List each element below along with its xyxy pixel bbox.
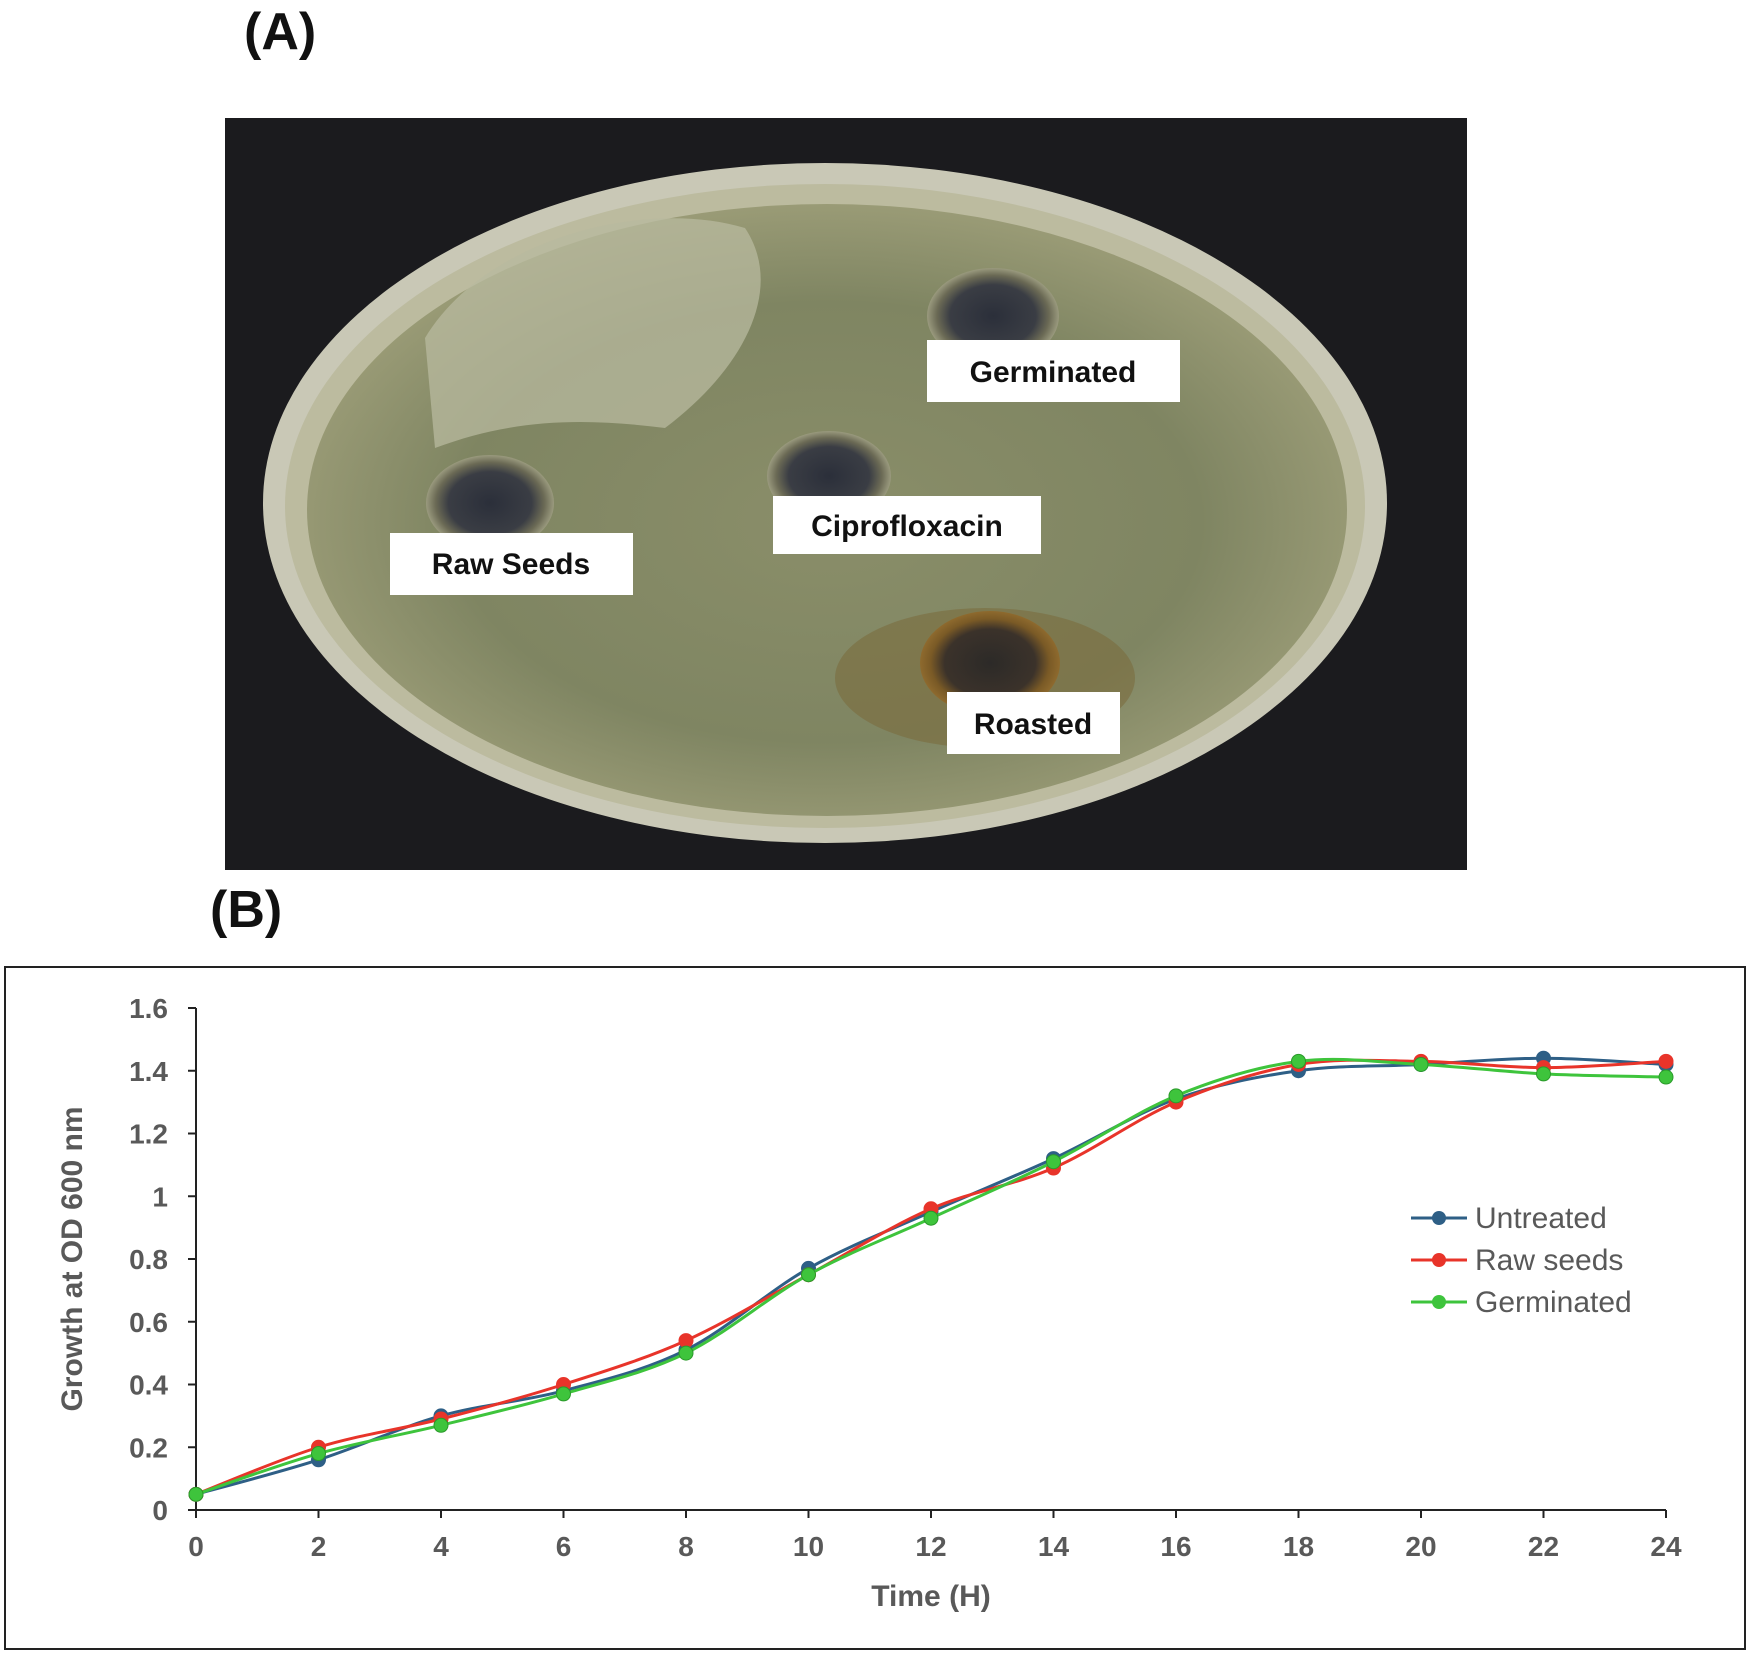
photo-label-ciprofloxacin-text: Ciprofloxacin — [811, 510, 1003, 543]
photo-label-germinated: Germinated — [927, 340, 1180, 402]
growth-chart-frame: 0 2 4 6 8 10 12 14 16 18 20 22 24 0 0.2 0.4 0.6 0.8 1 1.2 1.… — [4, 966, 1746, 1650]
y-tick-label: 1.4 — [129, 1056, 168, 1087]
y-tick-label: 1.2 — [129, 1119, 168, 1150]
photo-label-raw-seeds: Raw Seeds — [390, 533, 633, 595]
data-point-germinated — [311, 1446, 326, 1462]
data-point-raw-seeds — [1658, 1053, 1674, 1069]
series-germinated — [188, 1053, 1674, 1502]
y-tick-label: 1 — [152, 1181, 168, 1212]
series-line-raw-seeds — [195, 1058, 1667, 1496]
series-untreated — [188, 1050, 1674, 1502]
y-axis-title: Growth at OD 600 nm — [56, 1106, 89, 1411]
bacterial-lawn-patch — [425, 218, 761, 448]
x-tick-label: 14 — [1038, 1531, 1070, 1562]
series-raw-seeds — [188, 1053, 1674, 1502]
chart-series-layer — [188, 1050, 1674, 1502]
x-tick-label: 4 — [433, 1531, 449, 1562]
data-point-germinated — [433, 1417, 449, 1433]
petri-dish-photo: Germinated Ciprofloxacin Raw Seeds Roast… — [225, 118, 1467, 870]
legend-swatch-marker — [1432, 1211, 1446, 1225]
data-point-germinated — [1658, 1069, 1674, 1085]
legend-item-raw-seeds: Raw seeds — [1411, 1244, 1623, 1277]
x-tick-label: 18 — [1283, 1531, 1314, 1562]
legend-swatch-marker — [1432, 1295, 1446, 1309]
y-tick-label: 0 — [152, 1495, 168, 1526]
legend-label: Untreated — [1475, 1202, 1607, 1235]
x-axis-title: Time (H) — [871, 1580, 990, 1613]
data-point-germinated — [1168, 1088, 1184, 1104]
data-point-germinated — [556, 1386, 571, 1402]
photo-label-roasted-text: Roasted — [974, 708, 1092, 741]
photo-label-raw-seeds-text: Raw Seeds — [432, 548, 590, 581]
photo-label-ciprofloxacin: Ciprofloxacin — [773, 496, 1041, 554]
chart-legend: Untreated Raw seeds Germinated — [1411, 1202, 1632, 1319]
y-tick-label: 0.4 — [129, 1370, 168, 1401]
x-tick-label: 24 — [1650, 1531, 1682, 1562]
photo-label-roasted: Roasted — [947, 692, 1120, 754]
panel-a-label: (A) — [244, 3, 317, 61]
y-tick-label: 1.6 — [129, 993, 168, 1024]
series-line-untreated — [195, 1056, 1667, 1496]
panel-b-label: (B) — [210, 881, 283, 939]
x-tick-label: 12 — [915, 1531, 946, 1562]
data-point-germinated — [188, 1486, 204, 1502]
photo-label-germinated-text: Germinated — [970, 356, 1137, 389]
data-point-germinated — [1536, 1066, 1551, 1082]
legend-item-germinated: Germinated — [1411, 1286, 1632, 1319]
growth-chart: 0 2 4 6 8 10 12 14 16 18 20 22 2400.20.40.60.811.21.… — [56, 993, 1682, 1613]
data-point-germinated — [923, 1210, 939, 1226]
x-tick-label: 2 — [311, 1531, 327, 1562]
legend-label: Germinated — [1475, 1286, 1632, 1319]
x-tick-label: 10 — [793, 1531, 824, 1562]
data-point-germinated — [801, 1267, 816, 1283]
legend-label: Raw seeds — [1475, 1244, 1623, 1277]
x-tick-label: 20 — [1405, 1531, 1436, 1562]
y-tick-label: 0.2 — [129, 1432, 168, 1463]
y-tick-label: 0.6 — [129, 1307, 168, 1338]
x-tick-label: 8 — [678, 1531, 694, 1562]
data-point-germinated — [1291, 1053, 1306, 1069]
y-tick-label: 0.8 — [129, 1244, 168, 1275]
x-tick-label: 6 — [556, 1531, 572, 1562]
data-point-raw-seeds — [678, 1333, 694, 1349]
legend-item-untreated: Untreated — [1411, 1202, 1607, 1235]
series-line-germinated — [195, 1057, 1667, 1496]
data-point-germinated — [1413, 1056, 1429, 1072]
legend-swatch-marker — [1432, 1253, 1446, 1267]
data-point-germinated — [1046, 1154, 1061, 1170]
data-point-germinated — [678, 1345, 694, 1361]
chart-axes: 0 2 4 6 8 10 12 14 16 18 20 22 2400.20.40.60.811.21.… — [129, 993, 1682, 1562]
x-tick-label: 22 — [1528, 1531, 1559, 1562]
well-roasted — [920, 611, 1060, 715]
x-tick-label: 16 — [1160, 1531, 1191, 1562]
x-tick-label: 0 — [188, 1531, 204, 1562]
well-raw-seeds — [426, 455, 554, 551]
